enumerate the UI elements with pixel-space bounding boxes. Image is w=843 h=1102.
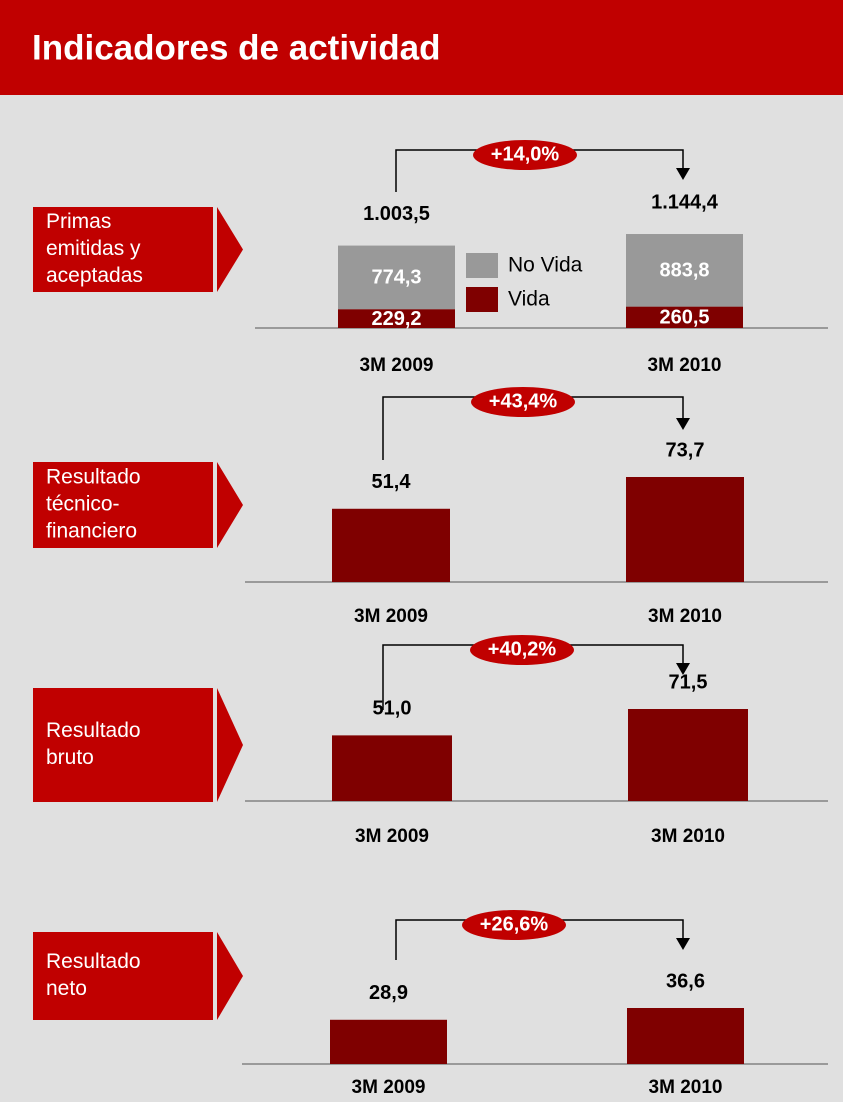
label-line: aceptadas xyxy=(46,264,143,287)
header-band xyxy=(0,0,843,95)
value-label: 28,9 xyxy=(369,982,408,1004)
label-line: financiero xyxy=(46,520,137,543)
label-chevron xyxy=(217,207,243,292)
bar xyxy=(627,1008,744,1064)
value-label: 71,5 xyxy=(669,671,708,693)
slide-title: Indicadores de actividad xyxy=(32,28,440,67)
segment-label: 260,5 xyxy=(659,307,709,329)
category-label: 3M 2009 xyxy=(354,606,428,627)
growth-arrowhead xyxy=(676,938,690,950)
growth-oval xyxy=(470,635,574,665)
growth-arrowhead xyxy=(676,418,690,430)
category-label: 3M 2009 xyxy=(352,1077,426,1098)
category-label: 3M 2010 xyxy=(648,606,722,627)
growth-oval xyxy=(473,140,577,170)
label-line: Primas xyxy=(46,210,111,233)
category-label: 3M 2010 xyxy=(649,1077,723,1098)
bar xyxy=(332,735,452,801)
segment-label: 883,8 xyxy=(659,260,709,282)
label-line: Resultado xyxy=(46,466,141,489)
bar xyxy=(628,709,748,801)
label-line: neto xyxy=(46,977,87,1000)
label-box xyxy=(33,462,213,548)
label-box xyxy=(33,688,213,802)
bar xyxy=(332,508,450,582)
total-label: 1.003,5 xyxy=(363,203,430,225)
growth-arrowhead xyxy=(676,168,690,180)
label-box xyxy=(33,932,213,1020)
legend-label: Vida xyxy=(508,288,550,311)
category-label: 3M 2010 xyxy=(648,355,722,376)
legend-label: No Vida xyxy=(508,254,583,277)
total-label: 1.144,4 xyxy=(651,191,719,213)
category-label: 3M 2009 xyxy=(360,355,434,376)
label-line: técnico- xyxy=(46,493,120,516)
growth-arrowhead xyxy=(676,663,690,675)
growth-label: +14,0% xyxy=(491,143,560,165)
growth-oval xyxy=(462,910,566,940)
legend-swatch xyxy=(466,253,498,278)
label-chevron xyxy=(217,688,243,802)
value-label: 73,7 xyxy=(666,439,705,461)
label-box xyxy=(33,207,213,292)
bar-segment xyxy=(338,245,455,310)
category-label: 3M 2009 xyxy=(355,826,429,847)
value-label: 51,0 xyxy=(373,698,412,720)
bar xyxy=(626,477,744,582)
segment-label: 774,3 xyxy=(371,267,421,289)
growth-label: +43,4% xyxy=(489,390,558,412)
value-label: 51,4 xyxy=(372,471,412,493)
label-line: Resultado xyxy=(46,719,141,742)
label-line: emitidas y xyxy=(46,237,141,260)
label-chevron xyxy=(217,932,243,1020)
label-chevron xyxy=(217,462,243,548)
value-label: 36,6 xyxy=(666,970,705,992)
bar-segment xyxy=(338,309,455,328)
growth-oval xyxy=(471,387,575,417)
label-line: Resultado xyxy=(46,950,141,973)
bar-segment xyxy=(626,306,743,328)
growth-label: +26,6% xyxy=(480,913,549,935)
legend-swatch xyxy=(466,287,498,312)
bar xyxy=(330,1019,447,1064)
bar-segment xyxy=(626,234,743,307)
segment-label: 229,2 xyxy=(371,308,421,330)
category-label: 3M 2010 xyxy=(651,826,725,847)
growth-label: +40,2% xyxy=(488,638,557,660)
label-line: bruto xyxy=(46,746,94,769)
